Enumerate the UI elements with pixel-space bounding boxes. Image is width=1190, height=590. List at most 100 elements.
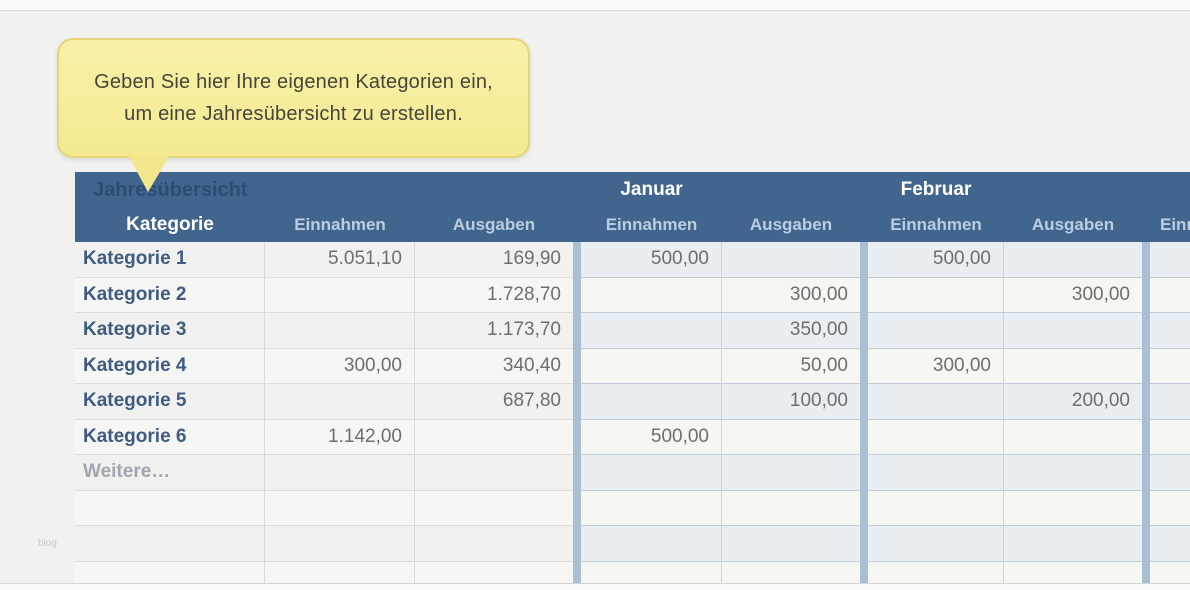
februar-ausgaben-cell[interactable] [1004,526,1142,562]
header-spacer [573,172,581,208]
januar-einnahmen-cell[interactable] [581,455,722,491]
callout-text-line2: um eine Jahresübersicht zu erstellen. [124,103,463,125]
callout-tail-pointer [128,155,170,192]
header-spacer [1150,172,1190,208]
februar-ausgaben-cell[interactable] [1004,455,1142,491]
januar-ausgaben-cell[interactable] [722,490,860,526]
section-divider [860,526,868,562]
category-cell[interactable]: Kategorie 1 [75,242,265,278]
category-cell[interactable]: Kategorie 6 [75,419,265,455]
maerz-einnahmen-cell[interactable] [1150,490,1190,526]
januar-einnahmen-cell[interactable] [581,348,722,384]
header-spacer [722,172,860,208]
ausgaben-cell[interactable] [415,419,573,455]
februar-einnahmen-cell[interactable] [868,490,1004,526]
maerz-einnahmen-cell[interactable] [1150,419,1190,455]
ausgaben-cell[interactable]: 1.728,70 [415,277,573,313]
section-divider [1142,348,1150,384]
januar-ausgaben-cell[interactable]: 50,00 [722,348,860,384]
januar-ausgaben-cell[interactable]: 350,00 [722,313,860,349]
einnahmen-cell[interactable] [265,490,415,526]
section-divider [860,277,868,313]
column-header-februar-einnahmen: Einnahmen [868,208,1004,242]
einnahmen-cell[interactable] [265,313,415,349]
maerz-einnahmen-cell[interactable] [1150,242,1190,278]
januar-ausgaben-cell[interactable] [722,455,860,491]
januar-einnahmen-cell[interactable]: 500,00 [581,242,722,278]
section-divider [1142,526,1150,562]
februar-ausgaben-cell[interactable]: 200,00 [1004,384,1142,420]
maerz-einnahmen-cell[interactable] [1150,313,1190,349]
januar-ausgaben-cell[interactable]: 300,00 [722,277,860,313]
januar-einnahmen-cell[interactable]: 500,00 [581,419,722,455]
category-cell[interactable] [75,490,265,526]
ausgaben-cell[interactable] [415,455,573,491]
maerz-einnahmen-cell[interactable] [1150,348,1190,384]
section-divider [1142,242,1150,278]
januar-einnahmen-cell[interactable] [581,490,722,526]
section-divider [1142,277,1150,313]
watermark-text: blog [38,538,57,549]
februar-einnahmen-cell[interactable] [868,419,1004,455]
section-divider [573,561,581,590]
februar-einnahmen-cell[interactable] [868,526,1004,562]
februar-einnahmen-cell[interactable]: 500,00 [868,242,1004,278]
maerz-einnahmen-cell[interactable] [1150,277,1190,313]
februar-einnahmen-cell[interactable] [868,277,1004,313]
einnahmen-cell[interactable] [265,455,415,491]
ausgaben-cell[interactable]: 1.173,70 [415,313,573,349]
column-header-kategorie: Kategorie [75,208,265,242]
februar-einnahmen-cell[interactable] [868,455,1004,491]
einnahmen-cell[interactable]: 5.051,10 [265,242,415,278]
column-header-einnahmen: Einnahmen [265,208,415,242]
category-cell[interactable]: Kategorie 5 [75,384,265,420]
ausgaben-cell[interactable] [415,490,573,526]
maerz-einnahmen-cell[interactable] [1150,526,1190,562]
einnahmen-cell[interactable] [265,277,415,313]
section-divider [1142,561,1150,590]
section-divider [573,348,581,384]
februar-einnahmen-cell[interactable] [868,384,1004,420]
februar-einnahmen-cell[interactable]: 300,00 [868,348,1004,384]
section-divider [860,242,868,278]
column-header-ausgaben: Ausgaben [415,208,573,242]
header-spacer [1142,172,1150,208]
februar-ausgaben-cell[interactable] [1004,313,1142,349]
januar-ausgaben-cell[interactable]: 100,00 [722,384,860,420]
januar-einnahmen-cell[interactable] [581,526,722,562]
ausgaben-cell[interactable]: 340,40 [415,348,573,384]
februar-ausgaben-cell[interactable] [1004,242,1142,278]
column-header-januar-ausgaben: Ausgaben [722,208,860,242]
februar-ausgaben-cell[interactable] [1004,348,1142,384]
februar-ausgaben-cell[interactable]: 300,00 [1004,277,1142,313]
januar-ausgaben-cell[interactable] [722,242,860,278]
header-spacer [1142,208,1150,242]
category-cell[interactable]: Kategorie 3 [75,313,265,349]
einnahmen-cell[interactable] [265,526,415,562]
februar-einnahmen-cell[interactable] [868,313,1004,349]
maerz-einnahmen-cell[interactable] [1150,455,1190,491]
category-cell[interactable]: Kategorie 2 [75,277,265,313]
einnahmen-cell[interactable]: 300,00 [265,348,415,384]
column-header-februar-ausgaben: Ausgaben [1004,208,1142,242]
section-divider [573,526,581,562]
januar-einnahmen-cell[interactable] [581,313,722,349]
maerz-einnahmen-cell[interactable] [1150,384,1190,420]
category-cell[interactable]: Kategorie 4 [75,348,265,384]
add-category-cell[interactable]: Weitere… [75,455,265,491]
ausgaben-cell[interactable]: 169,90 [415,242,573,278]
januar-ausgaben-cell[interactable] [722,419,860,455]
januar-einnahmen-cell[interactable] [581,384,722,420]
februar-ausgaben-cell[interactable] [1004,419,1142,455]
januar-ausgaben-cell[interactable] [722,526,860,562]
budget-table: Jahresübersicht Januar Februar Kategorie… [75,172,1190,590]
section-divider [860,348,868,384]
einnahmen-cell[interactable] [265,384,415,420]
ausgaben-cell[interactable] [415,526,573,562]
ausgaben-cell[interactable]: 687,80 [415,384,573,420]
einnahmen-cell[interactable]: 1.142,00 [265,419,415,455]
januar-einnahmen-cell[interactable] [581,277,722,313]
section-divider [860,561,868,590]
category-cell[interactable] [75,526,265,562]
februar-ausgaben-cell[interactable] [1004,490,1142,526]
